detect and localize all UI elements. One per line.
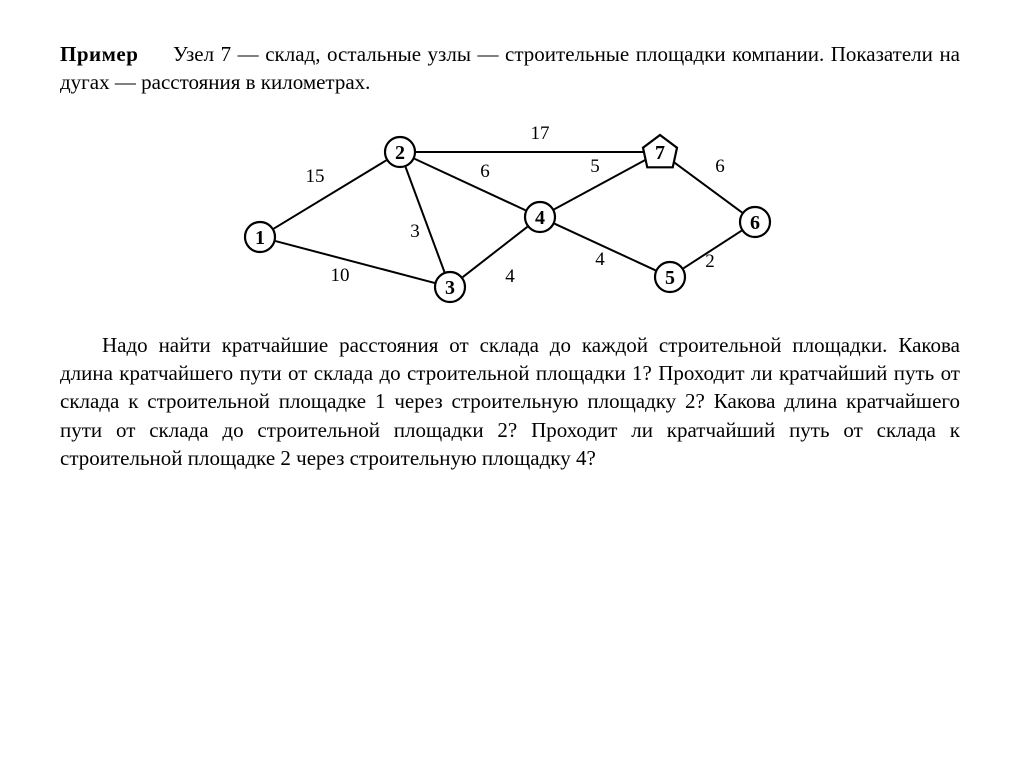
example-label: Пример [60, 42, 138, 66]
graph-node-label: 4 [535, 207, 545, 229]
graph-edge [555, 223, 656, 270]
graph-edge [554, 159, 646, 209]
graph-node-label: 1 [255, 227, 265, 249]
graph-wrapper: 15 10 3 6 17 4 5 4 2 6 1 2 3 4 5 6 7 [60, 107, 960, 317]
edge-label: 2 [705, 251, 715, 272]
edge-label: 17 [531, 123, 550, 144]
edge-label: 6 [715, 156, 725, 177]
graph-edge [275, 241, 434, 283]
graph-node-label: 6 [750, 212, 760, 234]
edge-label: 4 [505, 266, 515, 287]
graph-edge [673, 161, 742, 212]
edge-label: 4 [595, 249, 605, 270]
edge-label: 3 [410, 221, 420, 242]
edge-label: 15 [306, 166, 325, 187]
edge-label: 10 [331, 265, 350, 286]
question-paragraph: Надо найти кратчайшие расстояния от скла… [60, 331, 960, 473]
graph-node-label: 3 [445, 277, 455, 299]
graph-node-label: 2 [395, 142, 405, 164]
graph-edge [415, 158, 526, 210]
intro-paragraph: Пример Узел 7 — склад, остальные узлы — … [60, 40, 960, 97]
intro-text: Узел 7 — склад, остальные узлы — строите… [60, 42, 960, 94]
graph-edge [463, 227, 528, 277]
graph-node-label: 5 [665, 267, 675, 289]
edge-label: 6 [480, 161, 490, 182]
page-container: Пример Узел 7 — склад, остальные узлы — … [60, 40, 960, 472]
network-graph: 15 10 3 6 17 4 5 4 2 6 1 2 3 4 5 6 7 [200, 107, 820, 317]
graph-node-label: 7 [655, 142, 665, 164]
edge-label: 5 [590, 156, 600, 177]
graph-edge [274, 160, 387, 228]
graph-edge [406, 167, 445, 272]
